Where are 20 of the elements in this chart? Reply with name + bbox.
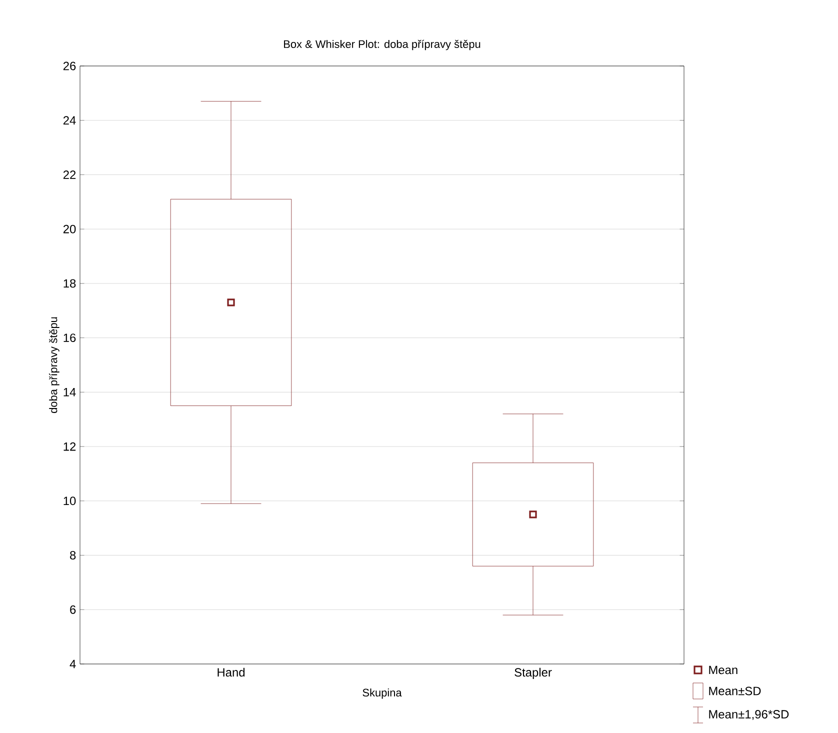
- x-tick-label: Hand: [218, 668, 245, 677]
- text: Mean±SD: [709, 686, 761, 696]
- chart-title: Box & Whisker Plot: doba přípravy štěpu: [284, 40, 480, 50]
- x-axis-title: Skupina: [362, 688, 402, 699]
- x-tick-label: Stapler: [514, 668, 552, 679]
- y-tick-label: 26: [63, 62, 76, 70]
- text: Mean±1,96*SD: [709, 710, 789, 720]
- y-tick-label: 8: [70, 551, 76, 560]
- y-tick-label: 20: [63, 224, 76, 234]
- y-tick-label: 22: [63, 170, 76, 179]
- y-tick-label: 18: [64, 279, 76, 288]
- y-tick-label: 24: [63, 116, 76, 125]
- y-tick-label: 14: [64, 388, 76, 396]
- y-tick-label: 6: [70, 605, 76, 614]
- y-tick-label: 12: [64, 442, 76, 451]
- y-tick-label: 10: [64, 496, 76, 506]
- text: Mean: [709, 666, 738, 674]
- y-tick-label: 16: [64, 334, 76, 342]
- y-tick-label: 4: [70, 660, 76, 668]
- y-axis-title: doba přípravy štěpu: [49, 317, 60, 413]
